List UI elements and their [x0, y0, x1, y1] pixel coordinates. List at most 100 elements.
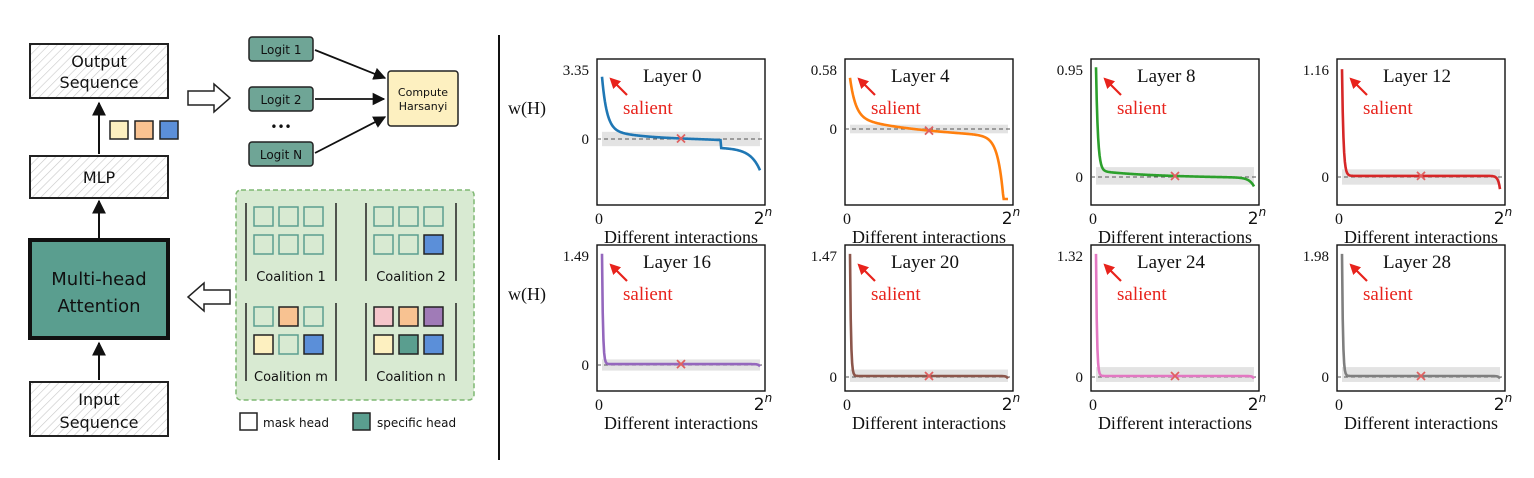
salient-label: salient: [1363, 284, 1413, 305]
center-marker: [1170, 371, 1180, 381]
specific-head-cell: [253, 334, 274, 355]
mask-head-cell: [303, 234, 324, 255]
salient-label: salient: [871, 98, 921, 119]
center-marker: [676, 359, 686, 369]
coalition-label: Coalition 1: [256, 270, 326, 285]
salient-arrow: [1349, 77, 1368, 96]
x-axis-label: Different interactions: [604, 413, 758, 433]
salient-label: salient: [1117, 98, 1167, 119]
x-tick-max: 2n: [1494, 205, 1512, 229]
x-tick-zero: 0: [1335, 397, 1343, 414]
salient-arrow: [1103, 263, 1122, 282]
coalition-1: Coalition 1: [245, 203, 337, 285]
center-marker: [1416, 371, 1426, 381]
logit-n: Logit N: [248, 141, 314, 167]
salient-label: salient: [623, 98, 673, 119]
chart-frame: [1336, 244, 1506, 392]
chart-title: Layer 8: [1137, 66, 1196, 87]
logit-n-label: Logit N: [260, 148, 302, 162]
mlp-label: MLP: [83, 168, 116, 187]
y-tick-zero: 0: [1322, 170, 1330, 186]
x-tick-max: 2n: [1248, 205, 1266, 229]
x-tick-zero: 0: [595, 397, 603, 414]
x-axis-label: Different interactions: [1098, 413, 1252, 433]
logit-2-label: Logit 2: [261, 93, 302, 107]
hollow-arrow-right: [187, 82, 232, 114]
specific-head-cell: [373, 306, 394, 327]
mask-head-cell: [278, 234, 299, 255]
salient-arrow: [609, 77, 628, 96]
mask-head-cell: [303, 306, 324, 327]
y-tick-zero: 0: [830, 370, 838, 386]
x-tick-zero: 0: [595, 211, 603, 228]
salient-arrow: [1103, 77, 1122, 96]
coalition-4: Coalition n: [365, 303, 457, 385]
y-tick-max: 1.32: [1057, 249, 1083, 265]
x-axis-label: Different interactions: [604, 227, 758, 247]
input-sequence-line2: Sequence: [60, 413, 139, 432]
specific-head-cell: [423, 334, 444, 355]
center-marker: [924, 371, 934, 381]
mask-head-cell: [253, 234, 274, 255]
logit-2: Logit 2: [248, 86, 314, 112]
y-tick-zero: 0: [830, 122, 838, 138]
y-axis-label: w(H): [508, 98, 546, 119]
chart-title: Layer 0: [643, 66, 702, 87]
x-tick-zero: 0: [1089, 397, 1097, 414]
specific-head-cell: [423, 306, 444, 327]
y-tick-max: 1.16: [1303, 63, 1330, 79]
head-yellow: [109, 120, 129, 140]
y-tick-zero: 0: [1076, 370, 1084, 386]
chart-frame: [844, 244, 1014, 392]
y-tick-max: 0.58: [811, 63, 837, 79]
salient-label: salient: [871, 284, 921, 305]
x-tick-zero: 0: [1335, 211, 1343, 228]
coalition-label: Coalition m: [254, 370, 328, 385]
y-tick-max: 1.98: [1303, 249, 1329, 265]
logit-1-label: Logit 1: [261, 43, 302, 57]
chart-title: Layer 4: [891, 66, 950, 87]
chart-title: Layer 16: [643, 252, 711, 273]
chart-title: Layer 24: [1137, 252, 1206, 273]
logit-ellipsis: •••: [270, 120, 291, 134]
coalition-3: Coalition m: [245, 303, 337, 385]
x-tick-zero: 0: [1089, 211, 1097, 228]
specific-head-cell: [398, 306, 419, 327]
attention-line1: Multi-head: [51, 269, 146, 290]
x-axis-label: Different interactions: [1344, 227, 1498, 247]
arrow-logitn-to-compute: [314, 116, 387, 154]
output-sequence-line2: Sequence: [60, 73, 139, 92]
salient-arrow: [1349, 263, 1368, 282]
y-tick-max: 1.49: [563, 249, 589, 265]
salient-arrow: [857, 263, 876, 282]
center-marker: [1170, 171, 1180, 181]
input-sequence-block: Input Sequence: [29, 381, 169, 437]
salient-arrow: [857, 77, 876, 96]
x-axis-label: Different interactions: [852, 413, 1006, 433]
attention-block: Multi-head Attention: [28, 238, 170, 340]
x-tick-max: 2n: [1002, 205, 1020, 229]
legend-mask-label: mask head: [263, 416, 329, 430]
x-axis-label: Different interactions: [1344, 413, 1498, 433]
mask-head-cell: [278, 334, 299, 355]
salient-label: salient: [1117, 284, 1167, 305]
y-tick-max: 3.35: [563, 63, 589, 79]
x-tick-max: 2n: [1494, 391, 1512, 415]
mask-head-cell: [278, 206, 299, 227]
y-tick-zero: 0: [1322, 370, 1330, 386]
compute-harsanyi-block: Compute Harsanyi: [387, 70, 459, 127]
specific-head-cell: [423, 234, 444, 255]
legend-specific-label: specific head: [377, 416, 456, 430]
head-legend: mask head specific head: [239, 412, 456, 431]
x-axis-label: Different interactions: [1098, 227, 1252, 247]
logit-1: Logit 1: [248, 36, 314, 62]
mask-head-cell: [253, 306, 274, 327]
output-sequence-line1: Output: [71, 52, 127, 71]
x-tick-max: 2n: [754, 391, 772, 415]
